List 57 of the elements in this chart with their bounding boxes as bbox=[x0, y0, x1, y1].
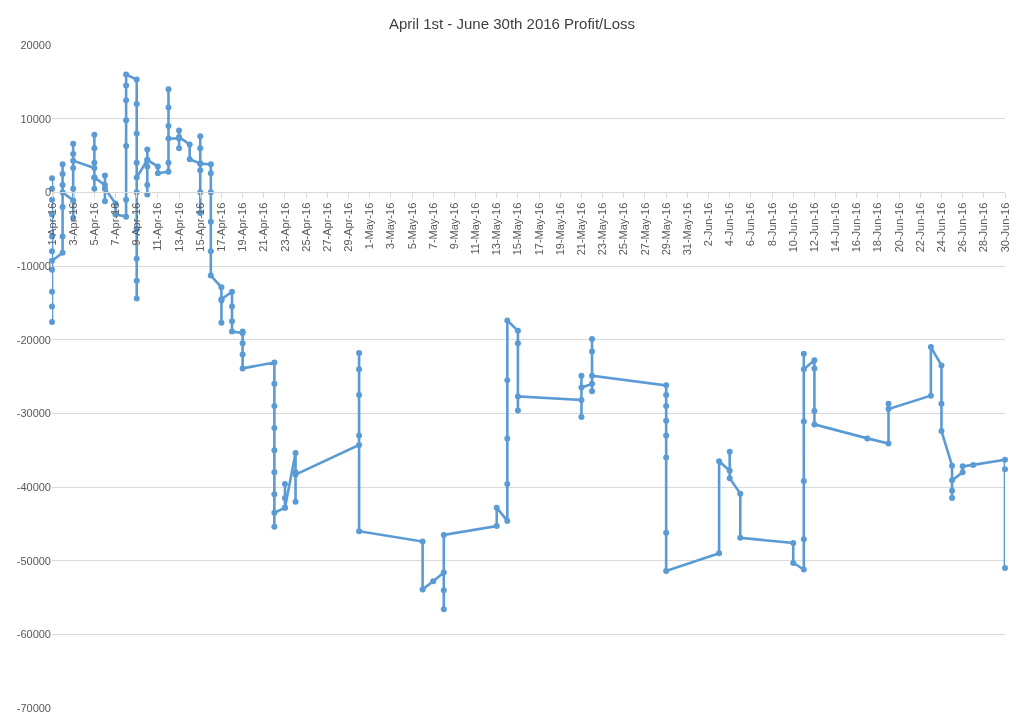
x-tick-label: 15-Apr-16 bbox=[193, 202, 206, 252]
x-tick-label: 20-Jun-16 bbox=[892, 202, 905, 253]
x-tick-label: 25-Apr-16 bbox=[299, 202, 312, 252]
x-tick-label: 27-May-16 bbox=[638, 202, 651, 256]
y-tick-label: -60000 bbox=[16, 628, 51, 641]
y-tick-label: -30000 bbox=[16, 407, 51, 420]
x-tick-label: 28-Jun-16 bbox=[977, 202, 990, 253]
x-tick-label: 19-Apr-16 bbox=[236, 202, 249, 252]
y-tick-label: 20000 bbox=[20, 38, 51, 51]
y-tick-label: 0 bbox=[44, 186, 51, 199]
x-tick-label: 9-May-16 bbox=[447, 202, 460, 250]
x-tick-label: 23-May-16 bbox=[596, 202, 609, 256]
x-tick-label: 22-Jun-16 bbox=[913, 202, 926, 253]
x-tick-label: 12-Jun-16 bbox=[807, 202, 820, 253]
x-tick-label: 21-Apr-16 bbox=[257, 202, 270, 252]
x-tick-label: 15-May-16 bbox=[511, 202, 524, 256]
y-tick-label: -50000 bbox=[16, 554, 51, 567]
x-tick-label: 3-May-16 bbox=[384, 202, 397, 250]
x-tick-label: 10-Jun-16 bbox=[786, 202, 799, 253]
x-tick-label: 5-Apr-16 bbox=[87, 202, 100, 246]
x-tick-label: 13-Apr-16 bbox=[172, 202, 185, 252]
x-tick-label: 29-May-16 bbox=[659, 202, 672, 256]
x-tick-label: 30-Jun-16 bbox=[998, 202, 1011, 253]
x-tick-label: 3-Apr-16 bbox=[66, 202, 79, 246]
x-tick-label: 8-Jun-16 bbox=[765, 202, 778, 247]
x-tick-label: 21-May-16 bbox=[575, 202, 588, 256]
x-tick-label: 13-May-16 bbox=[490, 202, 503, 256]
y-tick-label: -10000 bbox=[16, 259, 51, 272]
x-tick-label: 29-Apr-16 bbox=[342, 202, 355, 252]
x-tick-label: 27-Apr-16 bbox=[320, 202, 333, 252]
x-tick-label: 14-Jun-16 bbox=[829, 202, 842, 253]
x-tick-label: 9-Apr-16 bbox=[130, 202, 143, 246]
x-tick-label: 2-Jun-16 bbox=[702, 202, 715, 247]
x-tick-label: 19-May-16 bbox=[553, 202, 566, 256]
x-tick-label: 23-Apr-16 bbox=[278, 202, 291, 252]
x-tick-label: 24-Jun-16 bbox=[935, 202, 948, 253]
x-tick-label: 26-Jun-16 bbox=[956, 202, 969, 253]
chart-title: April 1st - June 30th 2016 Profit/Loss bbox=[389, 14, 635, 32]
x-tick-label: 4-Jun-16 bbox=[723, 202, 736, 247]
x-tick-label: 17-May-16 bbox=[532, 202, 545, 256]
x-tick-label: 25-May-16 bbox=[617, 202, 630, 256]
x-tick-label: 1-May-16 bbox=[363, 202, 376, 250]
y-tick-label: -70000 bbox=[16, 701, 51, 714]
y-tick-label: 10000 bbox=[20, 112, 51, 125]
x-tick-label: 11-May-16 bbox=[469, 202, 482, 255]
x-tick-label: 6-Jun-16 bbox=[744, 202, 757, 247]
x-tick-label: 16-Jun-16 bbox=[850, 202, 863, 253]
x-tick-label: 1-Apr-16 bbox=[45, 202, 58, 246]
y-tick-label: -20000 bbox=[16, 333, 51, 346]
x-tick-label: 5-May-16 bbox=[405, 202, 418, 250]
x-tick-label: 17-Apr-16 bbox=[214, 202, 227, 252]
x-tick-label: 11-Apr-16 bbox=[151, 202, 164, 251]
x-tick-label: 7-May-16 bbox=[426, 202, 439, 250]
x-tick-label: 7-Apr-16 bbox=[109, 202, 122, 246]
x-tick-label: 31-May-16 bbox=[680, 202, 693, 256]
x-tick-label: 18-Jun-16 bbox=[871, 202, 884, 253]
y-tick-label: -40000 bbox=[16, 480, 51, 493]
